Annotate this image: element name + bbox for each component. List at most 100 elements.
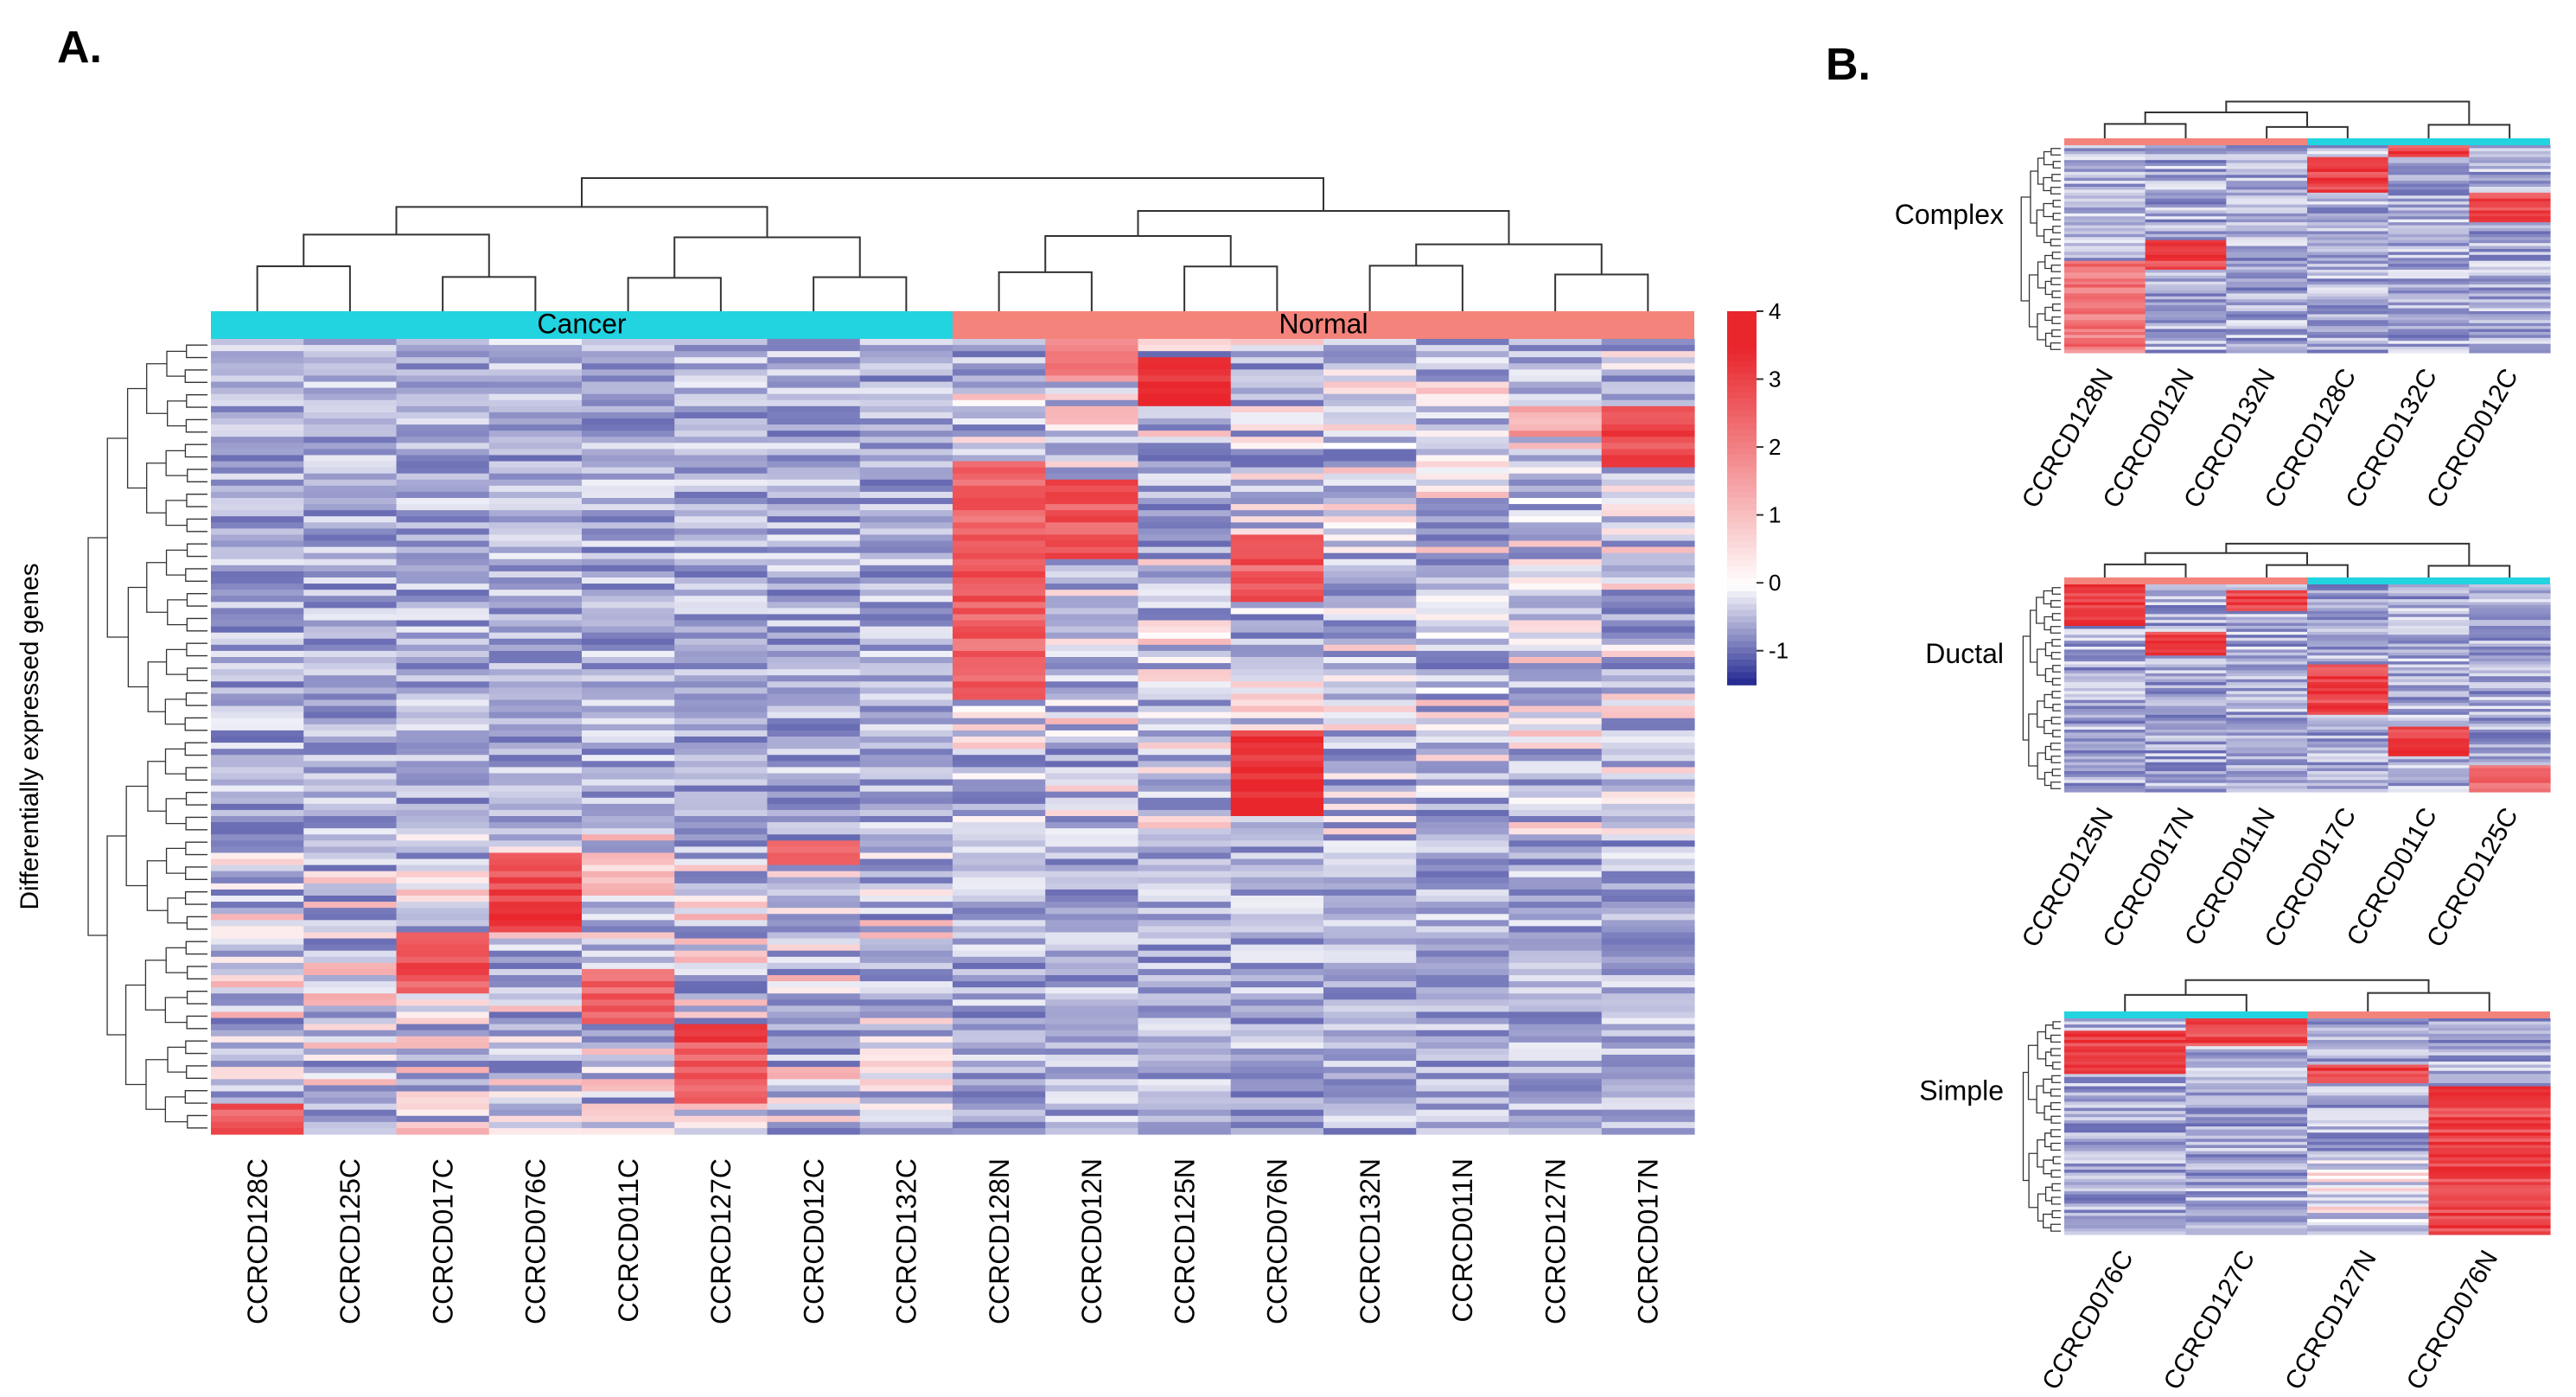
heatmap-cell [767, 737, 861, 743]
heatmap-cell [1138, 540, 1232, 548]
heatmap-cell [211, 962, 304, 970]
heatmap-cell [767, 803, 861, 811]
heatmap-cell [582, 351, 675, 358]
heatmap-cell [767, 479, 861, 487]
dendrogram-branch [2028, 1152, 2038, 1209]
heatmap-cell [2064, 759, 2146, 763]
heatmap-cell [488, 755, 583, 762]
heatmap-cell [1323, 498, 1417, 505]
heatmap-cell [767, 552, 861, 560]
heatmap-cell [1416, 999, 1510, 1006]
heatmap-cell [2226, 177, 2308, 182]
heatmap-cell [1138, 375, 1232, 383]
heatmap-cell [1416, 1036, 1510, 1043]
heatmap-cell [1045, 485, 1139, 493]
heatmap-cell [582, 755, 675, 762]
heatmap-cell [2307, 720, 2389, 724]
heatmap-cell [582, 565, 675, 572]
heatmap-cell [2145, 249, 2227, 253]
heatmap-cell [2307, 335, 2389, 339]
heatmap-cell [2307, 1030, 2430, 1035]
heatmap-cell [488, 418, 583, 425]
heatmap-cell [2388, 703, 2470, 707]
heatmap-cell [1508, 1030, 1603, 1037]
heatmap-cell [1601, 718, 1695, 725]
heatmap-cell [1045, 896, 1139, 903]
heatmap-cell [211, 1036, 304, 1043]
dendrogram-branch [256, 265, 351, 311]
heatmap-cell [2145, 688, 2227, 692]
heatmap-cell [2064, 673, 2146, 677]
heatmap-cell [767, 675, 861, 682]
heatmap-cell [396, 565, 490, 572]
heatmap-cell [211, 711, 304, 719]
heatmap-cell [396, 785, 490, 793]
heatmap-cell [1508, 809, 1603, 817]
heatmap-cell [953, 339, 1046, 346]
heatmap-cell [1138, 479, 1232, 487]
heatmap-cell [1508, 431, 1603, 437]
heatmap-cell [2307, 305, 2389, 309]
heatmap-cell [2307, 1058, 2430, 1062]
heatmap-cell [2064, 1043, 2187, 1047]
heatmap-cell [1601, 1055, 1695, 1062]
heatmap-cell [2145, 254, 2227, 258]
heatmap-cell [488, 834, 583, 841]
heatmap-cell [2469, 587, 2551, 591]
heatmap-cell [396, 381, 490, 389]
heatmap-cell [2226, 166, 2308, 170]
heatmap-cell [1138, 644, 1232, 652]
heatmap-cell [2307, 341, 2389, 345]
heatmap-cell [1230, 1036, 1324, 1043]
heatmap-cell [2226, 738, 2308, 743]
heatmap-cell [767, 1067, 861, 1074]
heatmap-cell [303, 558, 398, 566]
heatmap-cell [1045, 724, 1139, 731]
heatmap-cell [2064, 693, 2146, 698]
heatmap-cell [2307, 337, 2389, 341]
heatmap-cell [2388, 788, 2470, 793]
heatmap-cell [1045, 565, 1139, 572]
heatmap-cell [211, 705, 304, 713]
heatmap-cell [1045, 387, 1139, 395]
heatmap-cell [1230, 938, 1324, 946]
heatmap-cell [2307, 756, 2389, 760]
heatmap-cell [2307, 584, 2389, 589]
heatmap-cell [1138, 577, 1232, 584]
heatmap-cell [2388, 207, 2470, 212]
heatmap-cell [1416, 1073, 1510, 1080]
heatmap-cell [1230, 405, 1324, 413]
dendrogram-branch [2051, 1183, 2061, 1191]
heatmap-cell [2388, 225, 2470, 229]
heatmap-cell [2469, 776, 2551, 781]
heatmap-cell [2226, 326, 2308, 330]
heatmap-cell [859, 443, 953, 450]
heatmap-cell [303, 908, 398, 915]
heatmap-cell [2185, 1215, 2308, 1220]
heatmap-cell [2226, 163, 2308, 167]
heatmap-cell [2226, 329, 2308, 333]
heatmap-cell [767, 461, 861, 469]
heatmap-cell [2307, 213, 2389, 217]
heatmap-cell [1045, 693, 1139, 701]
heatmap-cell [1045, 479, 1139, 487]
heatmap-cell [1323, 669, 1417, 676]
heatmap-cell [2064, 1055, 2187, 1060]
dendrogram-branch [2051, 1075, 2061, 1083]
heatmap-cell [859, 779, 953, 787]
heatmap-cell [1045, 711, 1139, 719]
heatmap-cell [1045, 1085, 1139, 1093]
heatmap-cell [1416, 381, 1510, 389]
heatmap-cell [582, 387, 675, 395]
heatmap-cell [1045, 761, 1139, 768]
heatmap-cell [1416, 455, 1510, 462]
dendrogram-branch [2050, 265, 2061, 272]
heatmap-cell [2226, 320, 2308, 324]
heatmap-cell [2469, 320, 2551, 324]
heatmap-cell [1416, 663, 1510, 670]
heatmap-cell [488, 510, 583, 517]
heatmap-cell [2388, 210, 2470, 214]
heatmap-cell [2428, 1113, 2551, 1118]
heatmap-cell [396, 584, 490, 590]
